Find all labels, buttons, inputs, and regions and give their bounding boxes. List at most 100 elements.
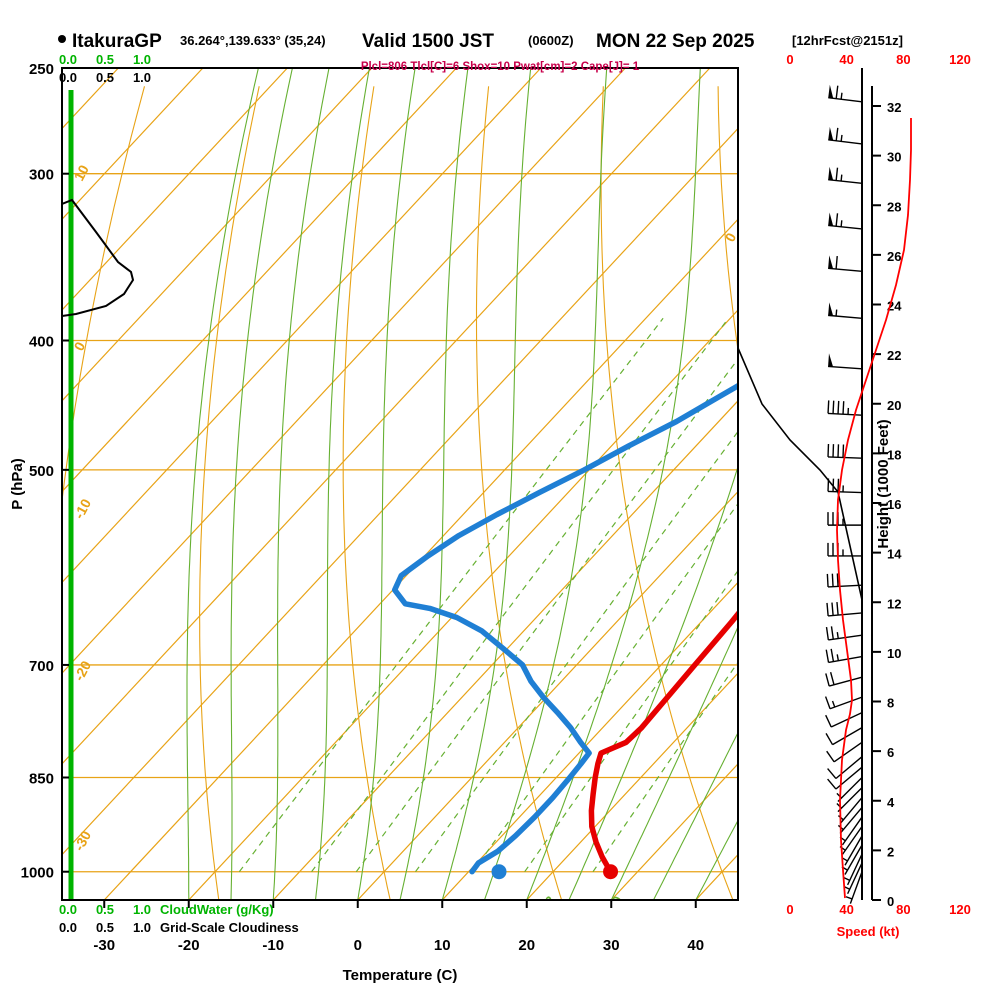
height-tick-label: 14 xyxy=(887,547,902,562)
cloudiness-axis-label: Grid-Scale Cloudiness xyxy=(160,920,299,935)
height-tick-label: 4 xyxy=(887,795,895,810)
height-tick-label: 26 xyxy=(887,249,901,264)
speed-tick-label-top: 0 xyxy=(786,52,793,67)
height-tick-label: 0 xyxy=(887,894,894,909)
wind-barb-half xyxy=(840,134,843,142)
moist-adiabat-line xyxy=(314,68,370,900)
wind-barb-shaft xyxy=(828,655,863,664)
wind-barb-half xyxy=(840,220,843,227)
surface-temperature-dot xyxy=(603,864,619,880)
isotherm-label-left: 10 xyxy=(71,162,93,183)
cloudiness-tick-label-top: 0.5 xyxy=(96,70,114,85)
mixing-ratio-line xyxy=(238,317,664,873)
wind-barb-shaft xyxy=(827,490,863,494)
wind-barb-half xyxy=(835,309,838,317)
wind-barb-shaft xyxy=(828,224,863,230)
isotherm-label-right: 20 xyxy=(791,452,813,473)
wind-barb-shaft xyxy=(833,741,863,763)
wind-barb-full xyxy=(835,167,839,181)
temperature-tick-label: 30 xyxy=(603,937,620,954)
mixing-ratio-line xyxy=(592,661,738,873)
isotherm-line xyxy=(62,68,288,311)
mixing-ratio-line xyxy=(472,502,738,873)
wind-barb-full xyxy=(826,750,835,763)
wind-barb-flag xyxy=(828,353,834,367)
pressure-tick-label: 700 xyxy=(29,658,54,675)
station-name: ItakuraGP xyxy=(72,31,162,52)
temperature-axis-label: Temperature (C) xyxy=(343,967,458,984)
wind-barb-half xyxy=(845,896,853,900)
wind-barb-shaft xyxy=(829,696,863,710)
mixing-ratio-line xyxy=(415,430,738,873)
moist-adiabat-line xyxy=(441,68,532,900)
moist-adiabat-line xyxy=(653,731,738,900)
mixing-ratio-label: 3 xyxy=(357,900,374,913)
moist-adiabat-line xyxy=(357,68,416,900)
wind-barb-shaft xyxy=(828,365,863,370)
isotherm-line xyxy=(62,68,711,765)
wind-barb-full xyxy=(835,256,838,270)
height-tick-label: 28 xyxy=(887,199,901,214)
temperature-tick-label: 40 xyxy=(687,937,704,954)
cloudiness-tick-label-bottom: 0.5 xyxy=(96,920,114,935)
wind-barb-shaft xyxy=(828,314,863,320)
dry-adiabat-line xyxy=(717,86,738,354)
station-marker-dot xyxy=(58,35,66,43)
cloudwater-axis-label: CloudWater (g/Kg) xyxy=(160,902,274,917)
speed-tick-label-top: 40 xyxy=(839,52,853,67)
speed-height-profile-curve xyxy=(836,118,912,899)
wind-barb-half xyxy=(843,876,851,881)
cloudwater-tick-label-top: 0.0 xyxy=(59,52,77,67)
speed-tick-label-bottom: 40 xyxy=(839,902,853,917)
wind-barb-flag xyxy=(828,126,834,141)
isotherm-line xyxy=(526,672,738,900)
mixing-ratio-label: 12 xyxy=(538,894,558,914)
wind-barb-shaft xyxy=(828,612,863,617)
wind-barb-full xyxy=(825,626,830,641)
cloudwater-tick-label-bottom: 0.5 xyxy=(96,902,114,917)
valid-time-utc: (0600Z) xyxy=(528,33,574,48)
moist-adiabat-line xyxy=(526,68,701,900)
wind-barb-shaft xyxy=(828,139,863,145)
wind-barb-shaft xyxy=(839,797,863,825)
temperature-tick-label: 0 xyxy=(354,937,362,954)
wind-barb-full xyxy=(831,602,834,616)
mixing-ratio-line xyxy=(311,317,729,873)
wind-barb-full xyxy=(829,671,835,685)
wind-barb-full xyxy=(831,573,834,587)
stability-parameters: Plcl=806 Tlcl[C]=6 Shox=10 Pwat[cm]=2 Ca… xyxy=(361,61,640,73)
station-coordinates: 36.264°,139.633° (35,24) xyxy=(180,33,326,48)
moist-adiabat-line xyxy=(399,68,469,900)
wind-barb-full xyxy=(836,573,839,587)
wind-barb-half xyxy=(840,174,843,182)
moist-adiabat-line xyxy=(272,68,330,900)
isotherm-line xyxy=(188,309,738,900)
wind-barb-shaft xyxy=(828,267,863,272)
wind-barb-full xyxy=(830,626,834,640)
cloudwater-tick-label-top: 1.0 xyxy=(133,52,151,67)
isotherm-line xyxy=(103,218,738,900)
isotherm-line xyxy=(441,581,738,900)
wind-barb-flag xyxy=(828,255,834,269)
cloudiness-tick-label-bottom: 0.0 xyxy=(59,920,77,935)
height-tick-label: 8 xyxy=(887,696,894,711)
isotherm-label-left: -20 xyxy=(71,658,95,684)
height-tick-label: 10 xyxy=(887,646,901,661)
cloudiness-tick-label-bottom: 1.0 xyxy=(133,920,151,935)
dry-adiabat-line xyxy=(948,86,1000,900)
temperature-tick-label: -20 xyxy=(178,937,200,954)
speed-tick-label-top: 80 xyxy=(896,52,910,67)
cloudwater-tick-label-top: 0.5 xyxy=(96,52,114,67)
wind-barb-shaft xyxy=(841,816,863,846)
wind-barb-group xyxy=(824,84,863,904)
moist-adiabat-line xyxy=(230,68,293,900)
isotherm-line xyxy=(62,68,373,402)
isotherm-label-right: 0 xyxy=(722,230,740,245)
forecast-stamp: [12hrFcst@2151z] xyxy=(792,33,903,48)
height-tick-label: 20 xyxy=(887,398,901,413)
wind-barb-full xyxy=(827,400,830,414)
speed-tick-label-bottom: 120 xyxy=(949,902,971,917)
dry-adiabat-line xyxy=(475,86,563,900)
wind-barb-flag xyxy=(828,166,834,181)
height-tick-label: 6 xyxy=(887,745,894,760)
